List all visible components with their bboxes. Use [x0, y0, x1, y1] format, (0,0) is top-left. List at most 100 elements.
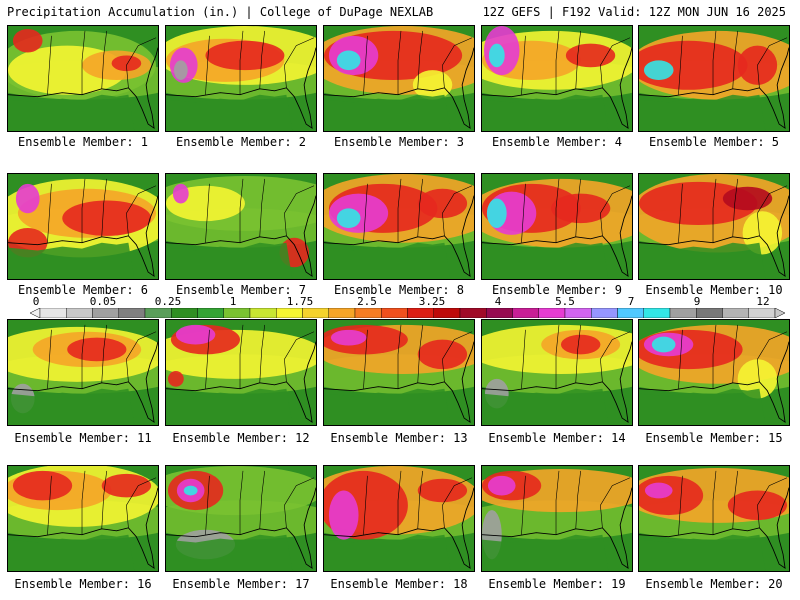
ensemble-member-label: Ensemble Member: 17	[172, 577, 310, 591]
precip-area-yellow	[742, 211, 783, 255]
ensemble-map-9	[481, 173, 633, 280]
state-border	[101, 324, 107, 383]
coastline	[639, 487, 789, 569]
colorbar-swatch	[486, 308, 513, 318]
colorbar-swatch	[433, 308, 461, 318]
colorbar-tick-label: 0	[32, 295, 40, 308]
ensemble-map-8	[323, 173, 475, 280]
state-border	[81, 470, 86, 535]
ensemble-member-label: Ensemble Member: 16	[14, 577, 152, 591]
colorbar-tick-label: 9	[693, 295, 701, 308]
state-border	[101, 30, 107, 89]
state-border	[575, 30, 581, 89]
state-border	[239, 324, 244, 389]
ensemble-member-label: Ensemble Member: 15	[645, 431, 783, 445]
state-border	[259, 470, 265, 529]
colorbar-swatch	[92, 308, 119, 318]
colorbar-tick-label: 7	[627, 295, 635, 308]
state-border	[126, 477, 157, 528]
ensemble-map-15	[638, 319, 790, 426]
ensemble-map-16	[7, 465, 159, 572]
colorbar-swatch	[302, 308, 329, 318]
state-border	[363, 35, 368, 95]
state-border	[712, 178, 717, 243]
state-border	[239, 178, 244, 243]
ensemble-map-1	[7, 25, 159, 132]
precip-area-red	[417, 188, 468, 219]
coastline	[482, 487, 632, 569]
colorbar-tick-label: 3.25	[418, 295, 446, 308]
coastline	[166, 47, 316, 129]
colorbar-swatch	[564, 308, 592, 318]
colorbar-swatch	[696, 308, 723, 318]
state-border	[712, 470, 717, 535]
state-border	[600, 477, 631, 528]
state-border	[521, 329, 526, 389]
coastline	[324, 47, 474, 129]
colorbar-swatch	[617, 308, 644, 318]
state-border	[555, 324, 560, 389]
colorbar-tick-label: 1.75	[286, 295, 314, 308]
state-border	[239, 30, 244, 95]
precip-area-red	[565, 43, 616, 68]
state-border	[47, 35, 52, 95]
ensemble-member-label: Ensemble Member: 1	[17, 135, 149, 149]
gulf-region	[482, 388, 609, 425]
colorbar-swatch	[223, 308, 251, 318]
state-border	[126, 37, 157, 88]
coastline	[166, 341, 316, 423]
colorbar-right-arrow	[774, 308, 785, 318]
ensemble-map-11	[7, 319, 159, 426]
coastline	[324, 195, 474, 277]
colorbar-swatch	[171, 308, 198, 318]
coastline	[639, 341, 789, 423]
state-border	[757, 331, 788, 382]
precip-area-magenta	[175, 324, 216, 345]
colorbar-swatch	[276, 308, 303, 318]
precip-area-magenta	[172, 183, 189, 204]
state-border	[397, 324, 402, 389]
state-border	[363, 183, 368, 243]
gulf-region	[639, 94, 766, 131]
state-border	[575, 324, 581, 383]
colorbar-swatch	[197, 308, 224, 318]
state-border	[442, 185, 473, 236]
ensemble-map-3	[323, 25, 475, 132]
coastline	[482, 341, 632, 423]
colorbar-swatch	[381, 308, 408, 318]
precip-area-cyan	[651, 336, 676, 353]
colorbar-swatch	[66, 308, 93, 318]
precip-area-yellow	[737, 359, 778, 399]
state-border	[575, 470, 581, 529]
state-border	[417, 324, 423, 383]
coastline	[166, 195, 316, 277]
ensemble-member-label: Ensemble Member: 3	[333, 135, 465, 149]
state-border	[101, 178, 107, 237]
gulf-region	[166, 388, 293, 425]
precip-area-magenta	[15, 183, 40, 214]
coastline	[8, 487, 158, 569]
ensemble-map-7	[165, 173, 317, 280]
state-border	[521, 35, 526, 95]
gulf-region	[8, 242, 135, 279]
state-border	[555, 470, 560, 535]
state-border	[600, 185, 631, 236]
state-border	[284, 185, 315, 236]
ensemble-map-10	[638, 173, 790, 280]
ensemble-map-19	[481, 465, 633, 572]
state-border	[284, 331, 315, 382]
colorbar-tick-label: 4	[494, 295, 502, 308]
state-border	[205, 475, 210, 535]
colorbar-swatch	[407, 308, 434, 318]
precip-area-cyan	[336, 50, 361, 71]
coastline	[639, 47, 789, 129]
state-border	[442, 331, 473, 382]
colorbar-left-arrow	[30, 308, 41, 318]
state-border	[521, 183, 526, 243]
state-border	[363, 475, 368, 535]
gulf-region	[639, 242, 766, 279]
gulf-region	[166, 94, 293, 131]
precip-area-magenta	[644, 482, 673, 499]
colorbar-tick-label: 2.5	[357, 295, 377, 308]
coastline	[639, 195, 789, 277]
